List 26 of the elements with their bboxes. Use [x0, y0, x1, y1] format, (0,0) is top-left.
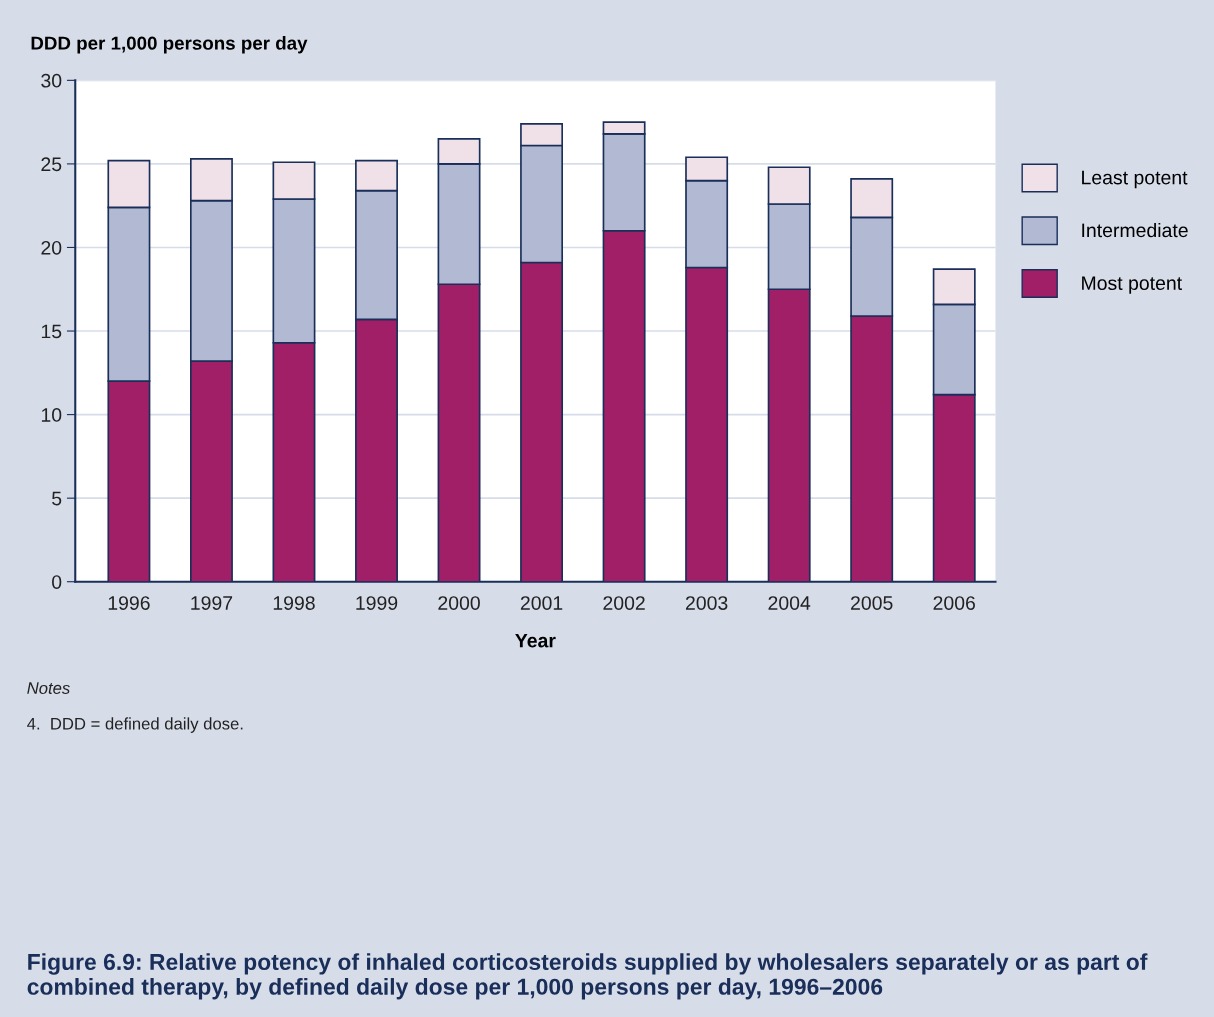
x-axis-title: Year [515, 633, 556, 648]
x-tick-label: 1996 [108, 596, 150, 610]
x-tick-label: 2000 [438, 596, 480, 610]
x-tick-label: 2005 [851, 596, 893, 610]
x-tick-label: 2001 [520, 596, 563, 610]
x-tick-label: 2003 [685, 596, 728, 610]
x-tick-label: 1999 [356, 596, 398, 610]
x-tick-label: 1998 [273, 596, 315, 610]
text: Notes [27, 682, 70, 694]
x-tick-label: 2002 [603, 596, 645, 610]
x-tick-label: 2006 [933, 596, 975, 610]
text: 4. DDD = defined daily dose. [27, 717, 243, 733]
legend-label: Most potent [1082, 276, 1182, 294]
x-tick-label: 2004 [768, 596, 811, 610]
y-tick-label: 15 [41, 324, 62, 339]
x-tick-label: 1997 [191, 596, 233, 610]
y-tick-label: 30 [41, 73, 62, 88]
y-tick-label: 25 [41, 157, 62, 172]
y-tick-label: 0 [52, 575, 62, 589]
y-tick-label: 5 [52, 491, 62, 506]
y-axis-title: DDD per 1,000 persons per day [31, 36, 308, 54]
legend-label: Intermediate [1082, 222, 1188, 238]
legend-label: Least potent [1082, 170, 1188, 189]
y-tick-label: 10 [41, 408, 62, 422]
text: Figure 6.9: Relative potency of inhaled corticosteroids supplied by wholesalers separately or as part of combined therapy, by defined daily dose per 1,000 persons per day, 1996–2006 [27, 953, 1148, 1000]
y-tick-label: 20 [41, 240, 62, 255]
